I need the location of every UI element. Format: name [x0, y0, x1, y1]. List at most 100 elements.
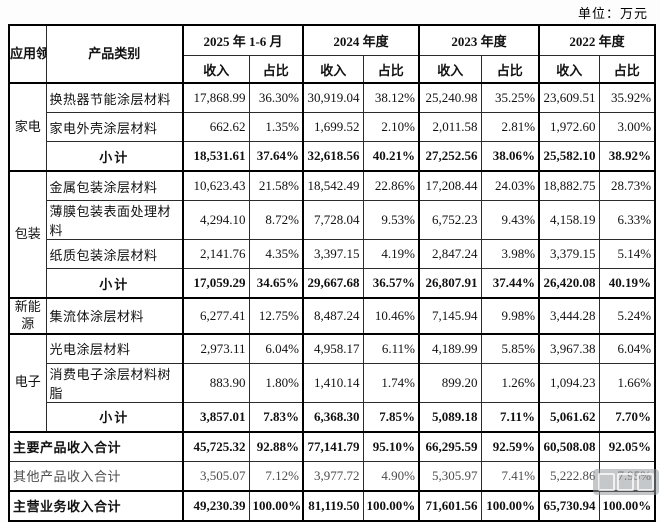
header-income: 收入: [182, 55, 250, 84]
ratio-cell: 7.83%: [248, 401, 304, 433]
income-cell: 81,119.50: [302, 489, 364, 522]
ratio-cell: 40.19%: [598, 268, 656, 299]
income-cell: 1,410.14: [302, 362, 364, 403]
ratio-cell: 40.21%: [362, 141, 420, 172]
income-cell: 4,158.19: [538, 200, 600, 240]
ratio-cell: 9.53%: [362, 200, 420, 240]
table-row: 包装 金属包装涂层材料 10,623.43 21.58% 18,542.49 2…: [8, 170, 656, 299]
ratio-cell: 6.11%: [362, 332, 420, 364]
ratio-cell: 4.35%: [248, 239, 304, 269]
header-period-2025: 2025 年 1-6 月: [182, 24, 304, 56]
income-cell: 5,222.86: [538, 460, 600, 492]
ratio-cell: 92.05%: [598, 430, 656, 462]
ratio-cell: 8.72%: [248, 200, 304, 240]
income-cell: 25,582.10: [538, 141, 600, 172]
header-period-2023: 2023 年度: [418, 24, 540, 56]
total-label: 其他产品收入合计: [8, 460, 184, 492]
ratio-cell: 2.81%: [480, 112, 540, 142]
header-income: 收入: [302, 55, 364, 84]
income-cell: 3,977.72: [302, 460, 364, 492]
ratio-cell: 6.04%: [248, 332, 304, 364]
product-cell: 家电外壳涂层材料: [45, 112, 184, 142]
app-cell-home-appliance: 家电: [8, 82, 47, 172]
ratio-cell: 6.04%: [598, 332, 656, 364]
ratio-cell: 4.19%: [362, 239, 420, 269]
header-app-field: 应用领域: [8, 24, 47, 84]
income-cell: 18,531.61: [182, 141, 250, 172]
income-cell: 7,145.94: [418, 297, 482, 335]
income-cell: 71,601.56: [418, 489, 482, 522]
ratio-cell: 35.25%: [480, 82, 540, 113]
ratio-cell: 100.00%: [598, 489, 656, 522]
income-cell: 10,623.43: [182, 170, 250, 201]
header-product-category: 产品类别: [45, 24, 184, 84]
ratio-cell: 100.00%: [362, 489, 420, 522]
income-cell: 4,189.99: [418, 332, 482, 364]
ratio-cell: 3.00%: [598, 112, 656, 142]
income-cell: 6,368.30: [302, 401, 364, 433]
income-cell: 3,379.15: [538, 239, 600, 269]
subtotal-label: 小计: [45, 401, 184, 433]
ratio-cell: 38.92%: [598, 141, 656, 172]
product-cell: 集流体涂层材料: [45, 297, 184, 335]
income-cell: 899.20: [418, 362, 482, 403]
subtotal-row: 小计 17,059.29 34.65% 29,667.68 36.57% 26,…: [9, 268, 656, 299]
income-cell: 32,618.56: [302, 141, 364, 172]
product-cell: 消费电子涂层材料树脂: [45, 362, 184, 403]
table-row: 纸质包装涂层材料 2,141.76 4.35% 3,397.15 4.19% 2…: [9, 239, 656, 269]
ratio-cell: 1.35%: [248, 112, 304, 142]
income-cell: 27,252.56: [418, 141, 482, 172]
unit-label: 单位：万元: [577, 6, 648, 21]
income-cell: 25,240.98: [418, 82, 482, 113]
ratio-cell: 38.12%: [362, 82, 420, 113]
income-cell: 2,011.58: [418, 112, 482, 142]
table-row: 薄膜包装表面处理材料 4,294.10 8.72% 7,728.04 9.53%…: [9, 200, 656, 240]
table-row: 消费电子涂层材料树脂 883.90 1.80% 1,410.14 1.74% 8…: [9, 362, 656, 403]
income-cell: 29,667.68: [302, 268, 364, 299]
table-row: 家电 换热器节能涂层材料 17,868.99 36.30% 30,919.04 …: [8, 82, 656, 172]
ratio-cell: 7.70%: [598, 401, 656, 433]
ratio-cell: 9.43%: [480, 200, 540, 240]
total-label: 主营业务收入合计: [8, 489, 184, 522]
product-cell: 金属包装涂层材料: [45, 170, 184, 201]
ratio-cell: 36.30%: [248, 82, 304, 113]
ratio-cell: 1.26%: [480, 362, 540, 403]
ratio-cell: 34.65%: [248, 268, 304, 299]
ratio-cell: 7.11%: [480, 401, 540, 433]
ratio-cell: 36.57%: [362, 268, 420, 299]
header-row-periods: 应用领域 产品类别 2025 年 1-6 月 2024 年度 2023 年度 2…: [8, 24, 656, 84]
ratio-cell: 9.98%: [480, 297, 540, 335]
income-cell: 18,542.49: [302, 170, 364, 201]
income-cell: 17,868.99: [182, 82, 250, 113]
product-cell: 换热器节能涂层材料: [45, 82, 184, 113]
income-cell: 45,725.32: [182, 430, 250, 462]
subtotal-row: 小计 3,857.01 7.83% 6,368.30 7.85% 5,089.1…: [9, 401, 656, 433]
ratio-cell: 95.10%: [362, 430, 420, 462]
product-cell: 薄膜包装表面处理材料: [45, 200, 184, 240]
income-cell: 1,094.23: [538, 362, 600, 403]
header-ratio: 占比: [248, 55, 304, 84]
ratio-cell: 92.59%: [480, 430, 540, 462]
watermark-glyph: [598, 473, 616, 491]
income-cell: 1,972.60: [538, 112, 600, 142]
income-cell: 3,397.15: [302, 239, 364, 269]
page: { "unit_label": "单位：万元", "header": { "ap…: [8, 6, 659, 522]
table-row: 新能源 集流体涂层材料 6,277.41 12.75% 8,487.24 10.…: [8, 297, 656, 335]
watermark-logo: [593, 469, 659, 495]
income-cell: 3,444.28: [538, 297, 600, 335]
income-cell: 5,089.18: [418, 401, 482, 433]
watermark-glyph: [636, 473, 654, 491]
income-cell: 60,508.08: [538, 430, 600, 462]
ratio-cell: 3.98%: [480, 239, 540, 269]
subtotal-label: 小计: [45, 268, 184, 299]
ratio-cell: 22.86%: [362, 170, 420, 201]
income-cell: 23,609.51: [538, 82, 600, 113]
total-other-products-row: 其他产品收入合计 3,505.07 7.12% 3,977.72 4.90% 5…: [8, 460, 656, 492]
header-income: 收入: [418, 55, 482, 84]
ratio-cell: 6.33%: [598, 200, 656, 240]
income-cell: 77,141.79: [302, 430, 364, 462]
income-cell: 2,141.76: [182, 239, 250, 269]
income-cell: 883.90: [182, 362, 250, 403]
income-cell: 6,752.23: [418, 200, 482, 240]
watermark-glyph: [617, 473, 635, 491]
